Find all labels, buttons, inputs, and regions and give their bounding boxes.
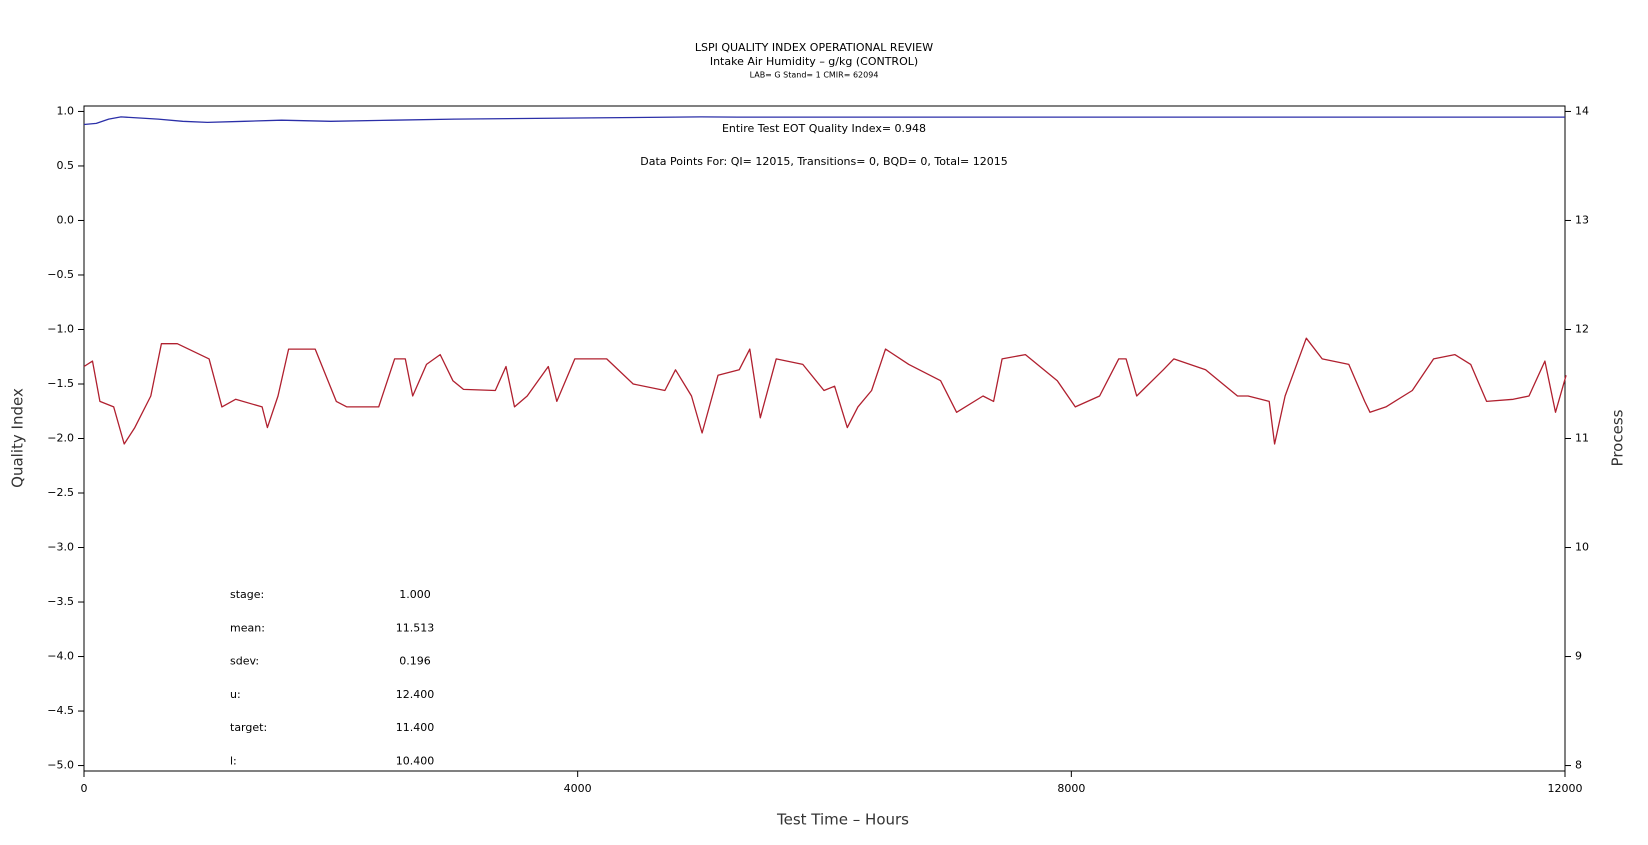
plot-frame <box>83 105 1566 772</box>
x-tick-label: 8000 <box>1057 782 1085 795</box>
line-series <box>83 337 1567 445</box>
y-tick-label: −2.0 <box>47 432 74 445</box>
stat-label: stage: <box>230 588 264 601</box>
stat-label: l: <box>230 755 237 768</box>
chart-caption: LAB= G Stand= 1 CMIR= 62094 <box>750 71 879 80</box>
annotation: Data Points For: QI= 12015, Transitions=… <box>640 155 1008 168</box>
y-tick-label: −3.5 <box>47 595 74 608</box>
chart-title: LSPI QUALITY INDEX OPERATIONAL REVIEW <box>695 41 933 54</box>
y2-tick-label: 11 <box>1575 432 1589 445</box>
y-tick-label: −5.0 <box>47 759 74 772</box>
line-series <box>83 116 1565 126</box>
y-tick-label: 0.0 <box>57 213 75 226</box>
stat-label: sdev: <box>230 655 259 668</box>
y-tick-label: 1.0 <box>57 104 75 117</box>
stat-label: mean: <box>230 621 265 634</box>
annotation: Entire Test EOT Quality Index= 0.948 <box>722 122 926 135</box>
y-axis-title: Quality Index <box>9 388 27 488</box>
y-tick-label: −4.0 <box>47 650 74 663</box>
y2-tick-label: 13 <box>1575 213 1589 226</box>
y2-tick-label: 8 <box>1575 759 1582 772</box>
y2-axis-title: Process <box>1609 409 1627 466</box>
y2-tick-label: 9 <box>1575 650 1582 663</box>
y2-tick-label: 12 <box>1575 322 1589 335</box>
y-tick-label: −2.5 <box>47 486 74 499</box>
y-tick-label: −3.0 <box>47 541 74 554</box>
x-tick-label: 4000 <box>564 782 592 795</box>
stat-value: 10.400 <box>396 755 435 768</box>
stat-value: 12.400 <box>396 688 435 701</box>
y-tick-label: −4.5 <box>47 704 74 717</box>
y-tick-label: −0.5 <box>47 268 74 281</box>
y-tick-label: 0.5 <box>57 159 75 172</box>
y2-tick-label: 14 <box>1575 104 1589 117</box>
x-tick-label: 12000 <box>1548 782 1583 795</box>
y-tick-label: −1.0 <box>47 322 74 335</box>
y-tick-label: −1.5 <box>47 377 74 390</box>
stat-label: target: <box>230 721 267 734</box>
stat-value: 11.513 <box>396 621 435 634</box>
y2-tick-label: 10 <box>1575 541 1589 554</box>
stat-label: u: <box>230 688 241 701</box>
stat-value: 0.196 <box>399 655 431 668</box>
stat-value: 11.400 <box>396 721 435 734</box>
x-axis-title: Test Time – Hours <box>776 811 909 829</box>
x-tick-label: 0 <box>81 782 88 795</box>
chart-subtitle: Intake Air Humidity – g/kg (CONTROL) <box>710 55 918 68</box>
stat-value: 1.000 <box>399 588 431 601</box>
